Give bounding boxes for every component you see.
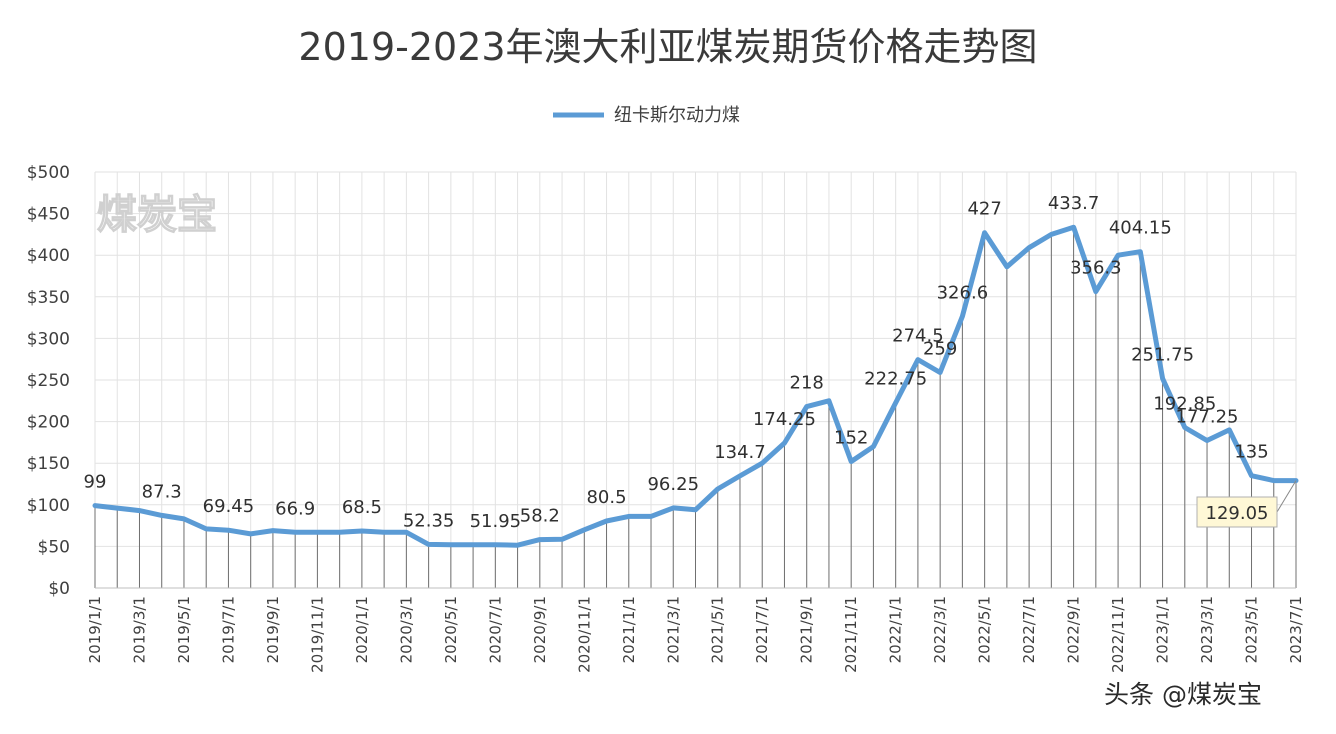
data-label: 69.45: [203, 496, 255, 517]
x-tick-label: 2020/7/1: [486, 596, 504, 663]
x-tick-label: 2022/5/1: [976, 596, 994, 663]
x-tick-label: 2019/5/1: [175, 596, 193, 663]
y-tick-label: $300: [27, 329, 70, 349]
y-tick-label: $150: [27, 454, 70, 474]
x-tick-label: 2021/5/1: [709, 596, 727, 663]
watermark: 煤炭宝: [97, 192, 217, 238]
y-tick-label: $450: [27, 205, 70, 225]
x-tick-label: 2022/11/1: [1109, 596, 1127, 673]
x-tick-label: 2019/7/1: [219, 596, 237, 663]
x-tick-label: 2023/7/1: [1287, 596, 1305, 663]
x-tick-label: 2021/1/1: [620, 596, 638, 663]
legend-label: 纽卡斯尔动力煤: [614, 105, 740, 126]
x-tick-label: 2022/9/1: [1065, 596, 1083, 663]
y-tick-label: $400: [27, 246, 70, 266]
x-tick-label: 2021/11/1: [842, 596, 860, 673]
callout-box: [1196, 496, 1278, 528]
y-tick-label: $100: [27, 496, 70, 516]
x-tick-label: 2023/5/1: [1243, 596, 1261, 663]
data-label: 251.75: [1131, 345, 1194, 366]
data-label: 87.3: [142, 481, 182, 502]
x-tick-label: 2019/9/1: [264, 596, 282, 663]
chart-title: 2019-2023年澳大利亚煤炭期货价格走势图: [298, 25, 1037, 69]
data-label: 218: [790, 373, 824, 394]
legend: 纽卡斯尔动力煤: [553, 105, 740, 126]
source-credit: 头条 @煤炭宝: [1104, 680, 1262, 709]
data-label: 404.15: [1109, 218, 1172, 239]
x-tick-label: 2019/3/1: [130, 596, 148, 663]
data-label: 135: [1234, 442, 1268, 463]
x-tick-label: 2020/9/1: [531, 596, 549, 663]
data-label: 152: [834, 428, 868, 449]
data-label: 427: [967, 199, 1001, 220]
y-tick-label: $250: [27, 371, 70, 391]
x-tick-label: 2020/11/1: [575, 596, 593, 673]
y-tick-label: $50: [38, 537, 70, 557]
data-label: 58.2: [520, 506, 560, 527]
data-label: 66.9: [275, 498, 315, 519]
x-tick-label: 2022/3/1: [931, 596, 949, 663]
y-tick-label: $200: [27, 413, 70, 433]
x-tick-label: 2019/11/1: [308, 596, 326, 673]
series-line: [92, 224, 1299, 548]
x-tick-label: 2019/1/1: [86, 596, 104, 663]
data-label: 326.6: [937, 282, 989, 303]
x-tick-label: 2021/7/1: [753, 596, 771, 663]
y-tick-label: $350: [27, 288, 70, 308]
axes: $0 $50 $100 $150 $200 $250 $300 $350 $400 $450 $50…: [27, 163, 1305, 673]
data-label: 68.5: [342, 497, 382, 518]
x-tick-label: 2022/7/1: [1020, 596, 1038, 663]
drop-lines: [94, 227, 1297, 588]
data-label: 96.25: [647, 474, 699, 495]
data-label: 259: [923, 339, 957, 360]
x-tick-label: 2021/3/1: [664, 596, 682, 663]
x-tick-label: 2021/9/1: [798, 596, 816, 663]
x-tick-label: 2023/1/1: [1154, 596, 1172, 663]
data-label: 177.25: [1176, 407, 1239, 428]
data-label: 174.25: [753, 409, 816, 430]
y-tick-label: $500: [27, 163, 70, 183]
x-tick-label: 2020/5/1: [442, 596, 460, 663]
data-label: 356.3: [1070, 258, 1122, 279]
x-tick-label: 2020/3/1: [397, 596, 415, 663]
data-label: 80.5: [586, 487, 626, 508]
data-label: 52.35: [403, 510, 455, 531]
data-label: 99: [84, 472, 107, 493]
data-label: 129.05: [1206, 503, 1269, 524]
series-layer: [92, 224, 1299, 548]
callout-leader: [1276, 480, 1297, 513]
data-label: 134.7: [714, 442, 766, 463]
data-label: 192.85: [1153, 394, 1216, 415]
data-label: 433.7: [1048, 193, 1100, 214]
data-label: 222.75: [864, 369, 927, 390]
x-tick-label: 2020/1/1: [353, 596, 371, 663]
x-tick-label: 2022/1/1: [887, 596, 905, 663]
data-label: 274.5: [892, 326, 944, 347]
y-tick-label: $0: [48, 579, 70, 599]
x-tick-label: 2023/3/1: [1198, 596, 1216, 663]
data-label: 51.95: [470, 511, 522, 532]
